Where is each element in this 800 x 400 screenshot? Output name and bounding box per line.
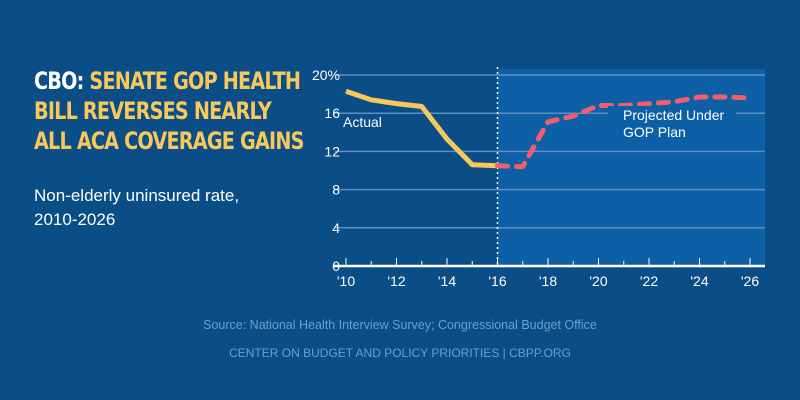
subtitle-line-1: Non-elderly uninsured rate,	[34, 186, 240, 205]
x-tick-label: '12	[387, 273, 405, 289]
headline-line-3: ALL ACA COVERAGE GAINS	[34, 127, 304, 155]
projected-label-line-1: Projected Under	[623, 107, 725, 123]
y-tick-label: 4	[332, 220, 340, 236]
source-note: Source: National Health Interview Survey…	[203, 318, 597, 332]
chart-subtitle: Non-elderly uninsured rate, 2010-2026	[34, 184, 239, 232]
x-tick-label: '16	[488, 273, 506, 289]
actual-label: Actual	[343, 114, 382, 130]
x-tick-label: '18	[539, 273, 557, 289]
x-tick-label: '10	[337, 273, 355, 289]
projected-series-line	[495, 94, 753, 170]
y-tick-label: 8	[332, 182, 340, 198]
y-tick-label: 12	[324, 143, 340, 159]
organization-credit: CENTER ON BUDGET AND POLICY PRIORITIES |…	[229, 346, 571, 360]
headline-line-1: SENATE GOP HEALTH	[89, 67, 301, 95]
projection-region	[497, 69, 765, 266]
chart-headline: CBO: SENATE GOP HEALTH BILL REVERSES NEA…	[34, 66, 306, 156]
actual-series-line	[345, 88, 498, 169]
x-tick-label: '20	[589, 273, 607, 289]
y-tick-label: 20%	[312, 67, 340, 83]
y-tick-label: 16	[324, 105, 340, 121]
x-tick-label: '22	[640, 273, 658, 289]
headline-lead: CBO:	[34, 67, 84, 95]
x-tick-label: '14	[438, 273, 456, 289]
x-tick-label: '24	[690, 273, 708, 289]
x-tick-label: '26	[741, 273, 759, 289]
subtitle-line-2: 2010-2026	[34, 210, 116, 229]
projected-label-line-2: GOP Plan	[623, 124, 686, 140]
label-backdrop	[608, 106, 736, 144]
headline-line-2: BILL REVERSES NEARLY	[34, 97, 272, 125]
